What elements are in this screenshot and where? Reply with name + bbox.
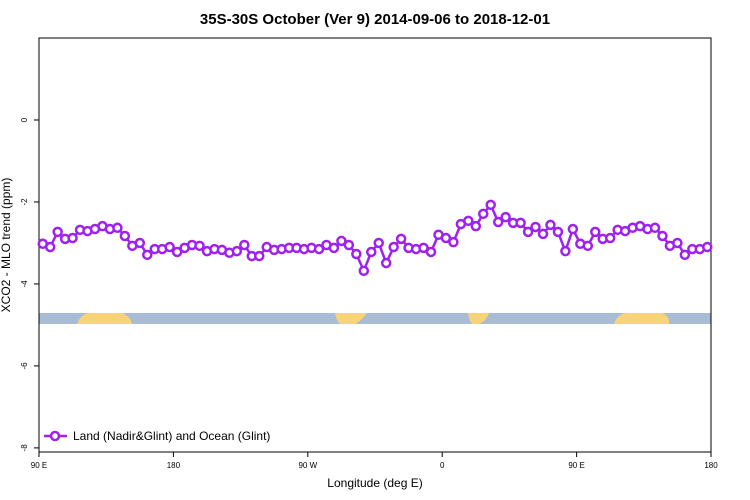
data-point — [119, 230, 131, 242]
data-point — [552, 226, 564, 238]
data-point — [672, 237, 683, 249]
data-point — [470, 220, 482, 232]
plot-layer: 90 E 180 90 W 0 90 E 180 0 -2 -4 -6 -8 Land (Nadir&… — [20, 117, 718, 470]
data-point — [112, 222, 123, 234]
data-point — [351, 248, 362, 260]
data-point — [560, 245, 571, 257]
data-point — [313, 243, 325, 255]
y-tick-label: 0 — [20, 117, 29, 122]
data-point — [328, 242, 340, 254]
data-point — [679, 249, 691, 261]
data-point — [590, 226, 601, 238]
data-point — [492, 216, 504, 228]
data-point — [537, 228, 549, 240]
data-point — [500, 211, 511, 223]
data-point — [515, 217, 526, 229]
data-point — [142, 249, 153, 261]
data-point — [134, 237, 146, 249]
land-shape — [468, 313, 489, 324]
data-point — [388, 241, 399, 253]
x-tick-label: 180 — [167, 461, 181, 470]
data-point — [373, 237, 384, 249]
data-point — [254, 250, 265, 262]
land-shape — [335, 313, 367, 324]
data-point — [702, 241, 713, 253]
chart-title: 35S-30S October (Ver 9) 2014-09-06 to 20… — [200, 11, 550, 28]
legend-label: Land (Nadir&Glint) and Ocean (Glint) — [73, 429, 270, 443]
data-point — [545, 219, 556, 231]
x-tick-label: 0 — [440, 461, 445, 470]
data-point — [604, 232, 616, 244]
data-point — [395, 233, 407, 245]
data-point — [485, 199, 496, 211]
data-point — [478, 208, 489, 220]
data-point — [44, 241, 56, 253]
data-point — [67, 232, 78, 244]
y-tick-label: -4 — [20, 280, 29, 288]
data-point — [448, 236, 459, 248]
data-point — [522, 226, 534, 238]
data-point — [171, 246, 183, 258]
data-point — [52, 226, 63, 238]
data-point — [567, 223, 579, 235]
data-point — [530, 221, 541, 233]
y-tick-label: -8 — [20, 444, 29, 452]
x-tick-label: 90 W — [298, 461, 317, 470]
data-point — [239, 239, 250, 251]
data-point — [358, 265, 370, 277]
data-point — [343, 239, 355, 251]
data-point — [657, 230, 668, 242]
data-point — [418, 242, 429, 254]
x-tick-label: 90 E — [31, 461, 47, 470]
land-shape — [614, 313, 670, 324]
ocean-band — [39, 313, 711, 324]
data-point — [194, 240, 205, 252]
data-point — [440, 232, 452, 244]
land-ocean-band — [39, 312, 711, 324]
x-tick-label: 90 E — [568, 461, 584, 470]
x-axis-label: Longitude (deg E) — [327, 476, 422, 490]
data-point — [231, 245, 243, 257]
data-point — [582, 240, 594, 252]
data-point — [164, 241, 175, 253]
data-point — [425, 246, 437, 258]
data-point — [336, 235, 347, 247]
land-shape — [77, 312, 132, 324]
y-tick-label: -2 — [20, 198, 29, 206]
data-point — [649, 222, 661, 234]
y-tick-label: -6 — [20, 362, 29, 370]
data-point — [380, 257, 392, 269]
legend-marker — [49, 430, 61, 442]
data-point — [366, 246, 377, 258]
data-point — [463, 215, 474, 227]
x-tick-label: 180 — [704, 461, 718, 470]
y-axis-label: XCO2 - MLO trend (ppm) — [0, 178, 13, 313]
